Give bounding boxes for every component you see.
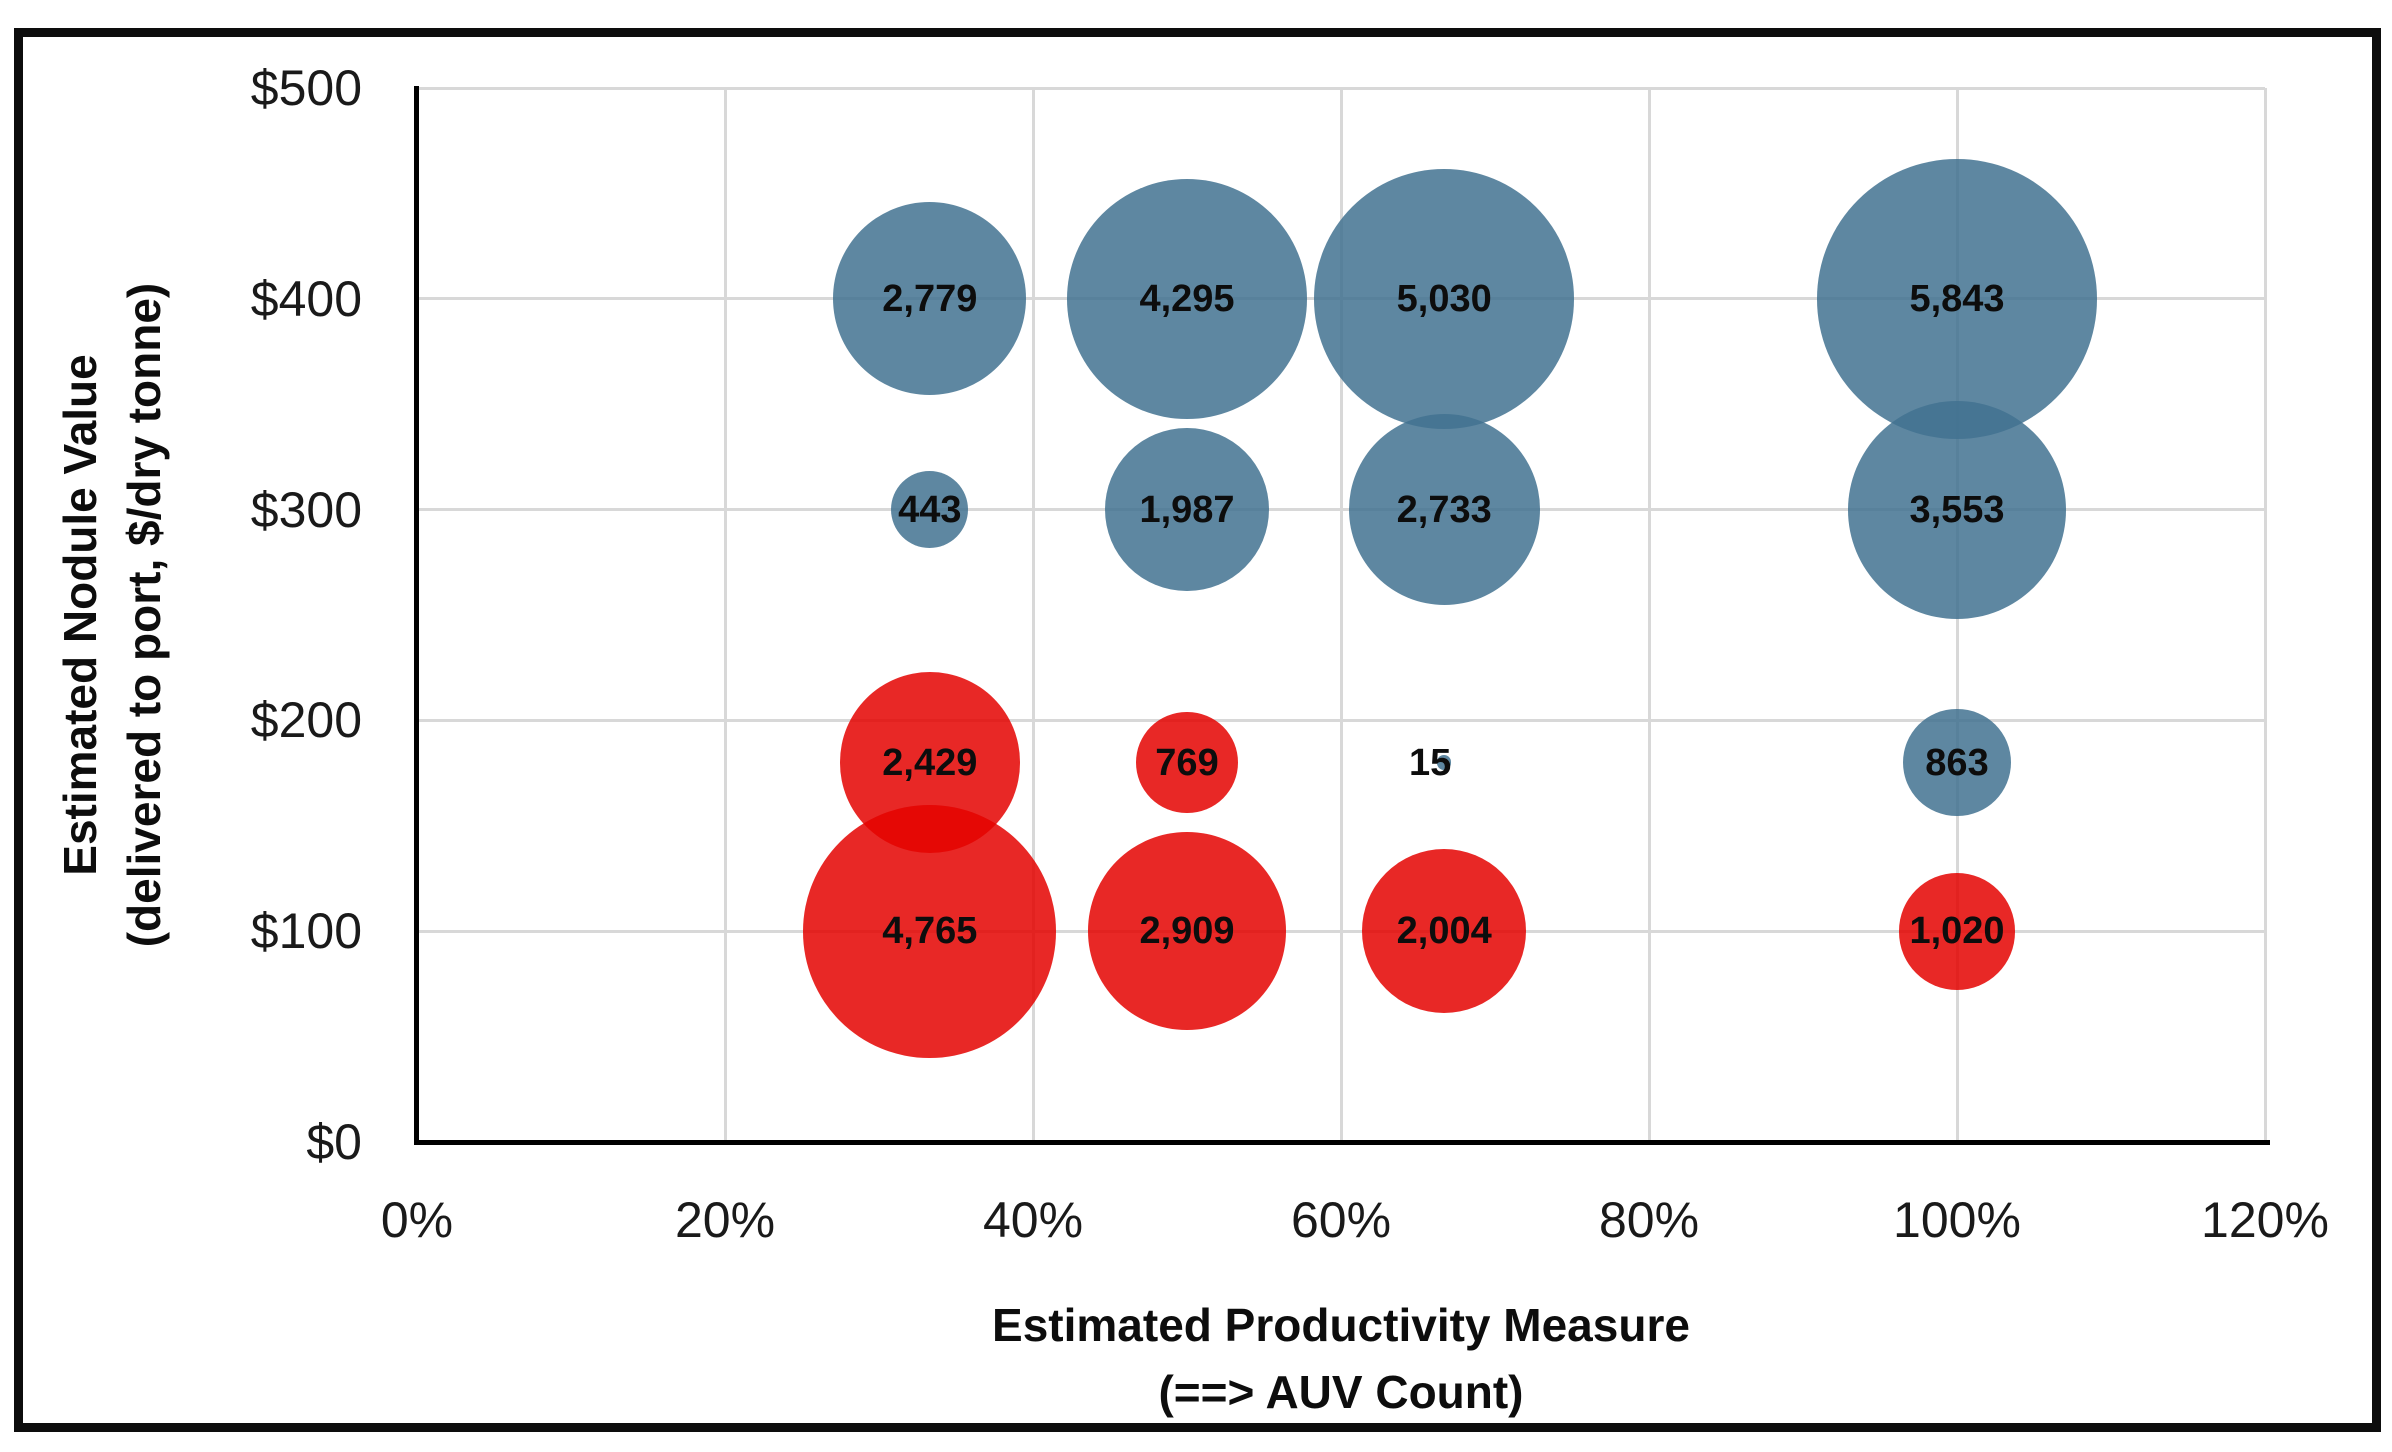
blue-bubble bbox=[1067, 178, 1307, 419]
y-tick-label: $200 bbox=[250, 692, 362, 749]
x-axis-title: Estimated Productivity Measure (==> AUV … bbox=[641, 1292, 2041, 1426]
h-gridline bbox=[417, 86, 2265, 90]
x-axis-title-line2: (==> AUV Count) bbox=[1158, 1366, 1524, 1418]
x-tick-label: 100% bbox=[1893, 1192, 2021, 1248]
bubble-data-label: 1,020 bbox=[1909, 910, 2005, 953]
y-axis-title-line1: Estimated Nodule Value bbox=[54, 354, 106, 876]
bubble-data-label: 4,295 bbox=[1139, 277, 1235, 320]
bubble-data-label: 5,030 bbox=[1396, 277, 1492, 320]
x-axis-line bbox=[414, 1140, 2270, 1145]
bubble-data-label: 5,843 bbox=[1909, 277, 2005, 320]
red-bubble bbox=[1088, 832, 1286, 1030]
v-gridline bbox=[2263, 88, 2267, 1142]
bubble-data-label: 769 bbox=[1155, 741, 1219, 784]
v-gridline bbox=[1647, 88, 1651, 1142]
bubble-data-label: 4,765 bbox=[882, 910, 978, 953]
red-bubble bbox=[1136, 711, 1238, 814]
y-tick-label: $500 bbox=[250, 60, 362, 116]
bubble-data-label: 2,779 bbox=[882, 277, 978, 320]
x-tick-label: 80% bbox=[1598, 1192, 1700, 1248]
blue-bubble bbox=[1314, 169, 1574, 429]
h-gridline bbox=[417, 718, 2265, 722]
bubble-data-label: 443 bbox=[898, 488, 962, 531]
x-axis-title-line1: Estimated Productivity Measure bbox=[992, 1299, 1690, 1351]
bubble-data-label: 2,909 bbox=[1139, 910, 1235, 953]
blue-bubble bbox=[1903, 708, 2011, 817]
blue-bubble bbox=[1817, 158, 2097, 439]
x-tick-label: 40% bbox=[982, 1192, 1084, 1248]
y-axis-line bbox=[414, 86, 419, 1145]
red-bubble bbox=[1898, 872, 2016, 990]
bubble-data-label: 2,733 bbox=[1396, 488, 1492, 531]
blue-bubble bbox=[891, 471, 969, 549]
y-tick-label: $300 bbox=[250, 481, 362, 538]
red-bubble bbox=[803, 804, 1057, 1058]
plot-area: 2,779 4,295 5,030 5,843 443 1,987 2,733 3,553 15… bbox=[417, 86, 2267, 1142]
bubble-data-label: 15 bbox=[1409, 741, 1452, 784]
y-tick-label: $0 bbox=[306, 1114, 362, 1170]
blue-bubble bbox=[833, 202, 1027, 396]
y-tick-label: $100 bbox=[250, 903, 362, 960]
y-tick-label: $400 bbox=[250, 270, 362, 327]
h-gridline bbox=[417, 929, 2265, 933]
bubble-data-label: 2,004 bbox=[1396, 910, 1492, 953]
red-bubble bbox=[1362, 849, 1527, 1014]
x-tick-label: 60% bbox=[1290, 1192, 1392, 1248]
h-gridline bbox=[417, 508, 2265, 512]
x-tick-label: 20% bbox=[674, 1192, 776, 1248]
blue-bubble bbox=[1847, 400, 2067, 619]
v-gridline bbox=[723, 88, 727, 1142]
x-tick-label: 120% bbox=[2201, 1192, 2329, 1248]
y-axis-title: Estimated Nodule Value (delivered to por… bbox=[48, 283, 176, 948]
y-axis-title-line2: (delivered to port, $/dry tonne) bbox=[118, 282, 170, 948]
bubble-data-label: 2,429 bbox=[882, 741, 978, 784]
bubble-data-label: 863 bbox=[1925, 741, 1989, 784]
blue-bubble bbox=[1348, 413, 1540, 606]
blue-bubble bbox=[1437, 755, 1452, 770]
bubble-data-label: 1,987 bbox=[1139, 488, 1235, 531]
blue-bubble bbox=[1105, 428, 1269, 592]
bubble-data-label: 3,553 bbox=[1909, 488, 2005, 531]
v-gridline bbox=[1031, 88, 1035, 1142]
v-gridline bbox=[1339, 88, 1343, 1142]
x-tick-label: 0% bbox=[380, 1192, 454, 1248]
